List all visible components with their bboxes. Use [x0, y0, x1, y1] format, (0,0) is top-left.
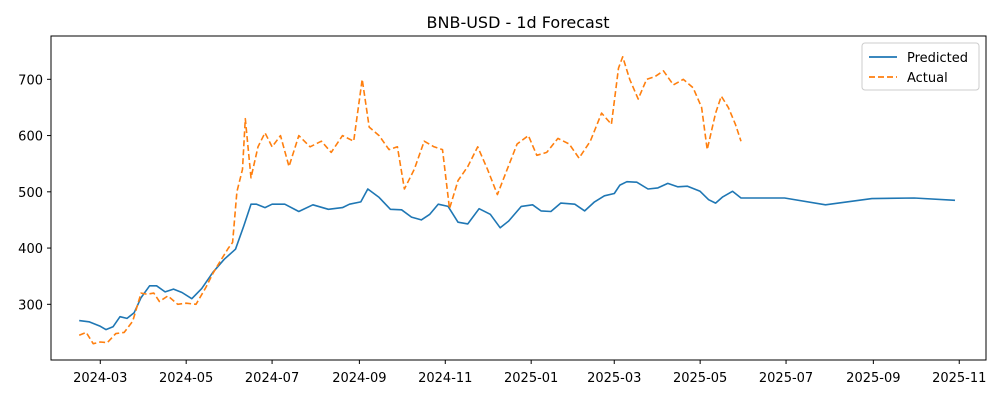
chart-title: BNB-USD - 1d Forecast: [427, 13, 610, 32]
x-tick-label: 2024-11: [418, 371, 472, 386]
y-tick-label: 300: [18, 298, 43, 313]
x-tick-label: 2025-11: [932, 371, 986, 386]
legend-label-actual: Actual: [907, 71, 948, 86]
x-tick-label: 2025-03: [587, 371, 641, 386]
y-axis: 300 400 500 600 700: [18, 73, 51, 313]
x-tick-label: 2025-07: [759, 371, 813, 386]
x-tick-label: 2024-05: [159, 371, 213, 386]
plot-area: [50, 35, 987, 361]
series-line-actual: [78, 56, 742, 345]
x-tick-label: 2024-09: [332, 371, 386, 386]
series-layer: [78, 56, 956, 345]
legend: Predicted Actual: [861, 42, 980, 91]
x-tick-label: 2024-03: [73, 371, 127, 386]
y-tick-label: 700: [18, 73, 43, 88]
x-tick-label: 2024-07: [245, 371, 299, 386]
x-tick-label: 2025-09: [846, 371, 900, 386]
y-tick-label: 500: [18, 186, 43, 201]
legend-box: [861, 42, 980, 91]
x-tick-label: 2025-05: [673, 371, 727, 386]
y-tick-label: 400: [18, 242, 43, 257]
legend-label-predicted: Predicted: [907, 51, 968, 66]
x-tick-label: 2025-01: [504, 371, 558, 386]
y-tick-label: 600: [18, 130, 43, 145]
series-line-predicted: [79, 180, 956, 331]
axes-frame: [50, 35, 987, 361]
x-axis: 2024-03 2024-05 2024-07 2024-09 2024-11 2025-…: [73, 360, 986, 386]
